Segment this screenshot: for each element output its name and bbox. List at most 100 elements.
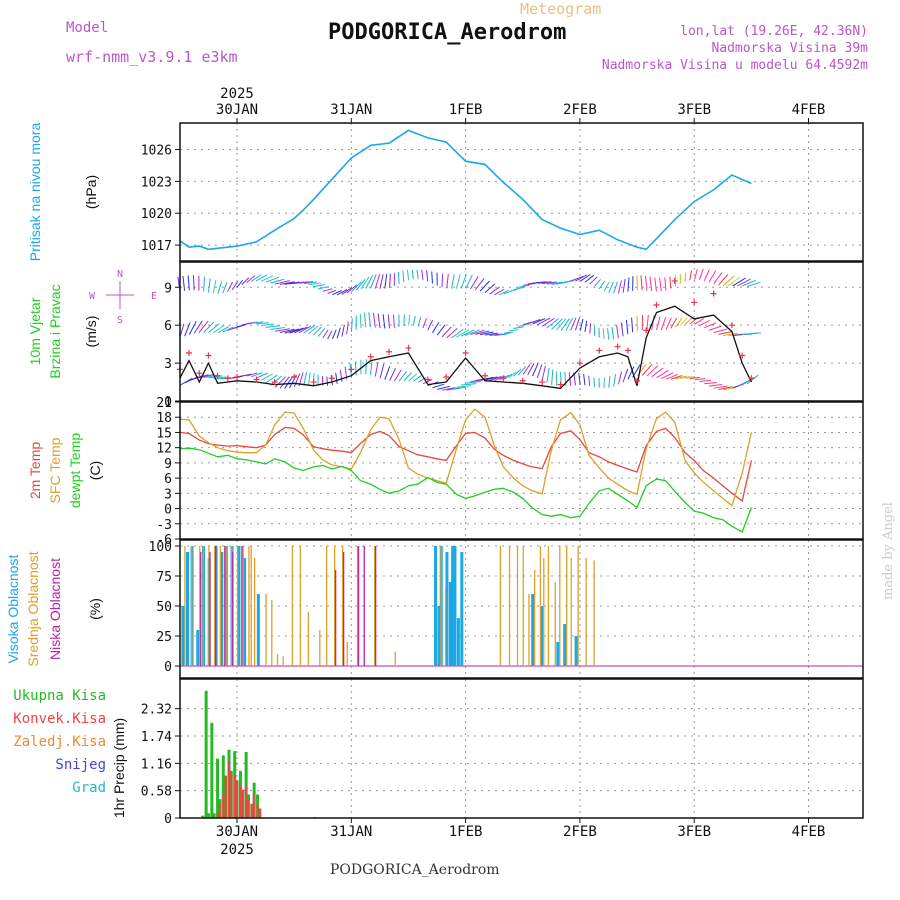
wind-ylabel: 10m Vjetar [27, 297, 43, 365]
wind-barb [260, 373, 273, 381]
wind-barb [546, 318, 559, 329]
wind-gust-mark [367, 353, 374, 360]
high-cloud-bar [434, 546, 438, 666]
wind-barb [322, 329, 329, 339]
wind-barb [298, 325, 312, 334]
cloud-ylabel3: Niska Oblacnost [47, 558, 63, 660]
wind-barb [217, 281, 223, 294]
total-precip-bar [212, 813, 216, 818]
legend-graupel: Grad [72, 780, 106, 796]
wind-barb [265, 325, 280, 328]
y-tick-label: 2.32 [141, 703, 172, 718]
high-cloud-bar [531, 594, 535, 666]
conv-precip-bar [216, 813, 219, 818]
wind-barb [389, 273, 391, 288]
y-tick-label: 25 [156, 630, 172, 645]
compass-label: S [117, 315, 123, 326]
wind-barb [579, 274, 591, 282]
wind-barb [480, 331, 494, 336]
wind-barb [456, 329, 470, 338]
legend-conv-precip: Konvek.Kisa [13, 711, 106, 727]
wind-barb [222, 281, 228, 294]
wind-barb [551, 369, 554, 385]
wind-barb [351, 281, 362, 292]
wind-barb [339, 369, 343, 382]
wind-barb [608, 376, 611, 388]
wind-barb [644, 275, 648, 291]
wind-barb [541, 317, 555, 327]
wind-barb [664, 277, 667, 291]
high-cloud-bar [185, 552, 189, 666]
wind-barb [723, 332, 738, 336]
wind-gust-mark [234, 373, 240, 380]
wind-barb [570, 317, 577, 331]
wind-barb [583, 374, 586, 386]
wind-barb [379, 274, 384, 289]
wind-barb [279, 376, 290, 389]
wind-barb [713, 328, 728, 334]
y-tick-label: 0 [164, 503, 172, 518]
wind-barb [560, 318, 570, 331]
wind-barb [522, 364, 531, 375]
wind-barb [398, 370, 407, 382]
wind-gust-mark [291, 373, 298, 380]
y-tick-label: 1020 [141, 207, 172, 222]
wind-barb [661, 372, 674, 380]
wind-ylabel2: Brzina i Pravac [47, 284, 63, 378]
wind-barb [611, 326, 615, 340]
dewpoint-line [179, 447, 753, 533]
wind-barb [607, 328, 610, 340]
wind-gust-mark [671, 277, 678, 284]
wind-barb [732, 277, 746, 287]
wind-barb [651, 367, 664, 378]
conv-precip-bar [247, 799, 250, 818]
wind-barb [470, 329, 485, 336]
wind-barb [406, 269, 410, 281]
wind-gust-mark [405, 344, 412, 351]
wind-barb [570, 275, 584, 283]
wind-barb [708, 384, 723, 387]
wind-barb [408, 314, 411, 326]
wind-barb [446, 274, 449, 289]
wind-barb [537, 281, 552, 284]
wind-barb [718, 386, 733, 390]
wind-barb [260, 323, 275, 326]
wind-barb [332, 290, 342, 296]
legend-snow: Snijeg [55, 757, 106, 773]
wind-speed-line [179, 305, 752, 390]
wind-barb [308, 282, 322, 286]
wind-barb [503, 331, 514, 334]
wind-barb [336, 327, 341, 339]
y-tick-label: -6 [156, 533, 172, 548]
wind-barb [313, 284, 325, 288]
wind-gust-mark [214, 372, 221, 379]
y-tick-label: 12 [156, 442, 172, 457]
wind-barb [689, 376, 700, 380]
wind-barb [241, 373, 252, 377]
legend-frozen-precip: Zaledj.Kisa [13, 734, 106, 750]
wind-barb [646, 314, 649, 330]
wind-barb [484, 332, 498, 336]
wind-barb [198, 320, 209, 333]
precip-ylabel: 1hr Precip (mm) [111, 718, 127, 818]
day-label-bottom: 2FEB [563, 824, 597, 840]
wind-barb [274, 376, 286, 388]
wind-barb [616, 325, 619, 339]
wind-barb [308, 325, 319, 335]
wind-barb [432, 322, 440, 334]
wind-barb [656, 369, 669, 379]
wind-barb [193, 320, 203, 334]
wind-barb [184, 322, 191, 337]
total-precip-bar [206, 813, 210, 818]
wind-gust-mark [310, 379, 317, 386]
wind-barb [411, 269, 414, 280]
wind-barb [427, 319, 434, 331]
wind-barb [412, 315, 416, 326]
wind-gust-mark [691, 299, 698, 306]
wind-barb [513, 326, 524, 330]
wind-gust-mark [205, 352, 212, 359]
wind-barb [713, 385, 728, 389]
wind-barb [322, 288, 333, 292]
wind-barb [665, 317, 672, 330]
